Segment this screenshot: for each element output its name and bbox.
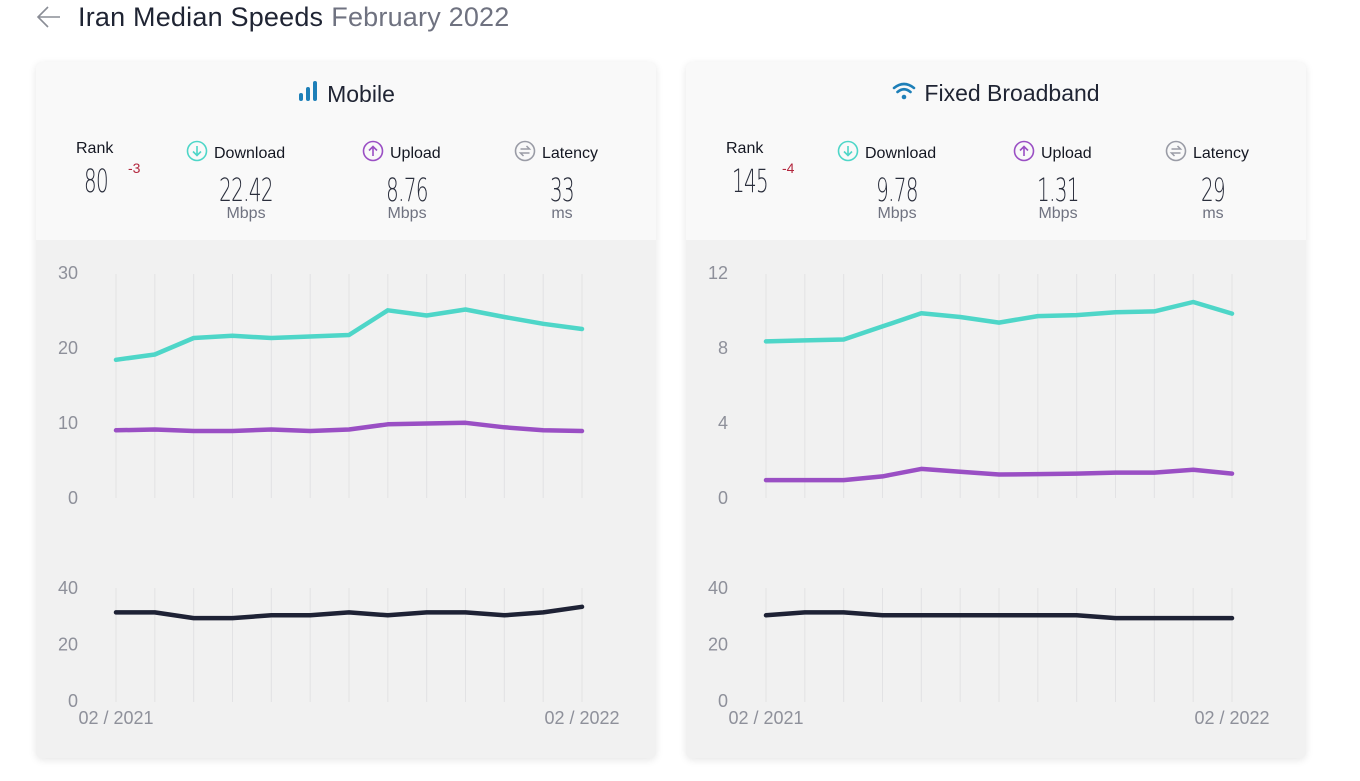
rank-label: Rank — [76, 140, 114, 157]
latency-metric: Latency 29 ms — [1165, 140, 1261, 223]
upload-value: 1.31 — [1037, 171, 1079, 209]
rank-delta: -4 — [782, 160, 795, 176]
latency-y-tick-label: 20 — [58, 635, 78, 655]
speed-y-tick-label: 12 — [708, 263, 728, 283]
mobile-card-header: Mobile Rank 80 -3 Download 22.42 Mbps Up… — [36, 62, 656, 240]
upload-unit: Mbps — [1038, 205, 1078, 222]
upload-icon — [362, 140, 384, 167]
signal-bars-icon — [297, 80, 319, 108]
rank-value: 145 — [732, 162, 769, 200]
upload-value: 8.76 — [386, 171, 428, 209]
mobile-metrics: Rank 80 -3 Download 22.42 Mbps Upload 8.… — [36, 140, 656, 230]
rank-delta: -3 — [128, 160, 141, 176]
rank-metric: Rank 145 — [726, 140, 780, 200]
page-title: Iran Median Speeds — [78, 1, 324, 32]
latency-label: Latency — [542, 144, 599, 162]
rank-metric: Rank 80 — [76, 140, 130, 200]
download-metric: Download 22.42 Mbps — [186, 140, 306, 223]
speed-y-tick-label: 4 — [718, 413, 728, 433]
latency-y-tick-label: 40 — [708, 578, 728, 598]
download-icon — [837, 140, 859, 167]
speed-y-tick-label: 0 — [68, 488, 78, 508]
latency-unit: ms — [1202, 205, 1224, 222]
download-unit: Mbps — [877, 205, 917, 222]
upload-metric: Upload 1.31 Mbps — [1013, 140, 1103, 223]
page-header: Iran Median Speeds February 2022 — [36, 0, 509, 34]
latency-icon — [514, 140, 536, 167]
download-label: Download — [214, 144, 286, 162]
download-label: Download — [865, 144, 937, 162]
fixed-broadband-chart: 0 4 8 12 0 20 40 02 / 2021 02 / 2022 — [708, 263, 1270, 728]
download-value: 9.78 — [876, 171, 918, 209]
x-tick-label-end: 02 / 2022 — [544, 708, 619, 728]
upload-unit: Mbps — [387, 205, 427, 222]
arrow-left-icon[interactable] — [36, 4, 62, 30]
download-icon — [186, 140, 208, 167]
latency-value: 29 — [1200, 171, 1226, 209]
latency-icon — [1165, 140, 1187, 167]
download-metric: Download 9.78 Mbps — [837, 140, 957, 223]
latency-y-tick-label: 40 — [58, 578, 78, 598]
latency-y-tick-label: 0 — [718, 691, 728, 711]
wifi-icon — [892, 80, 916, 107]
latency-label: Latency — [1193, 144, 1250, 162]
download-value: 22.42 — [219, 171, 273, 209]
page-date: February 2022 — [331, 1, 510, 32]
fixed-broadband-card: Fixed Broadband Rank 145 -4 Download 9.7… — [686, 62, 1306, 758]
speed-y-tick-label: 30 — [58, 263, 78, 283]
mobile-chart: 0 10 20 30 0 20 40 02 / 2021 02 / 2022 — [58, 263, 620, 728]
latency-unit: ms — [551, 205, 573, 222]
speed-y-tick-label: 20 — [58, 338, 78, 358]
rank-value: 80 — [84, 162, 109, 200]
upload-label: Upload — [1041, 144, 1092, 162]
speed-y-tick-label: 10 — [58, 413, 78, 433]
latency-y-tick-label: 20 — [708, 635, 728, 655]
speed-y-tick-label: 8 — [718, 338, 728, 358]
latency-metric: Latency 33 ms — [514, 140, 610, 223]
fixed-metrics: Rank 145 -4 Download 9.78 Mbps Upload 1.… — [686, 140, 1306, 230]
rank-label: Rank — [726, 140, 764, 157]
mobile-card: Mobile Rank 80 -3 Download 22.42 Mbps Up… — [36, 62, 656, 758]
upload-icon — [1013, 140, 1035, 167]
latency-y-tick-label: 0 — [68, 691, 78, 711]
fixed-card-header: Fixed Broadband Rank 145 -4 Download 9.7… — [686, 62, 1306, 240]
x-tick-label-end: 02 / 2022 — [1194, 708, 1269, 728]
upload-metric: Upload 8.76 Mbps — [362, 140, 452, 223]
latency-value: 33 — [549, 171, 575, 209]
download-unit: Mbps — [226, 205, 266, 222]
x-tick-label-start: 02 / 2021 — [728, 708, 803, 728]
mobile-card-title: Mobile — [36, 80, 656, 108]
fixed-card-title: Fixed Broadband — [686, 80, 1306, 107]
speed-y-tick-label: 0 — [718, 488, 728, 508]
upload-label: Upload — [390, 144, 441, 162]
x-tick-label-start: 02 / 2021 — [78, 708, 153, 728]
